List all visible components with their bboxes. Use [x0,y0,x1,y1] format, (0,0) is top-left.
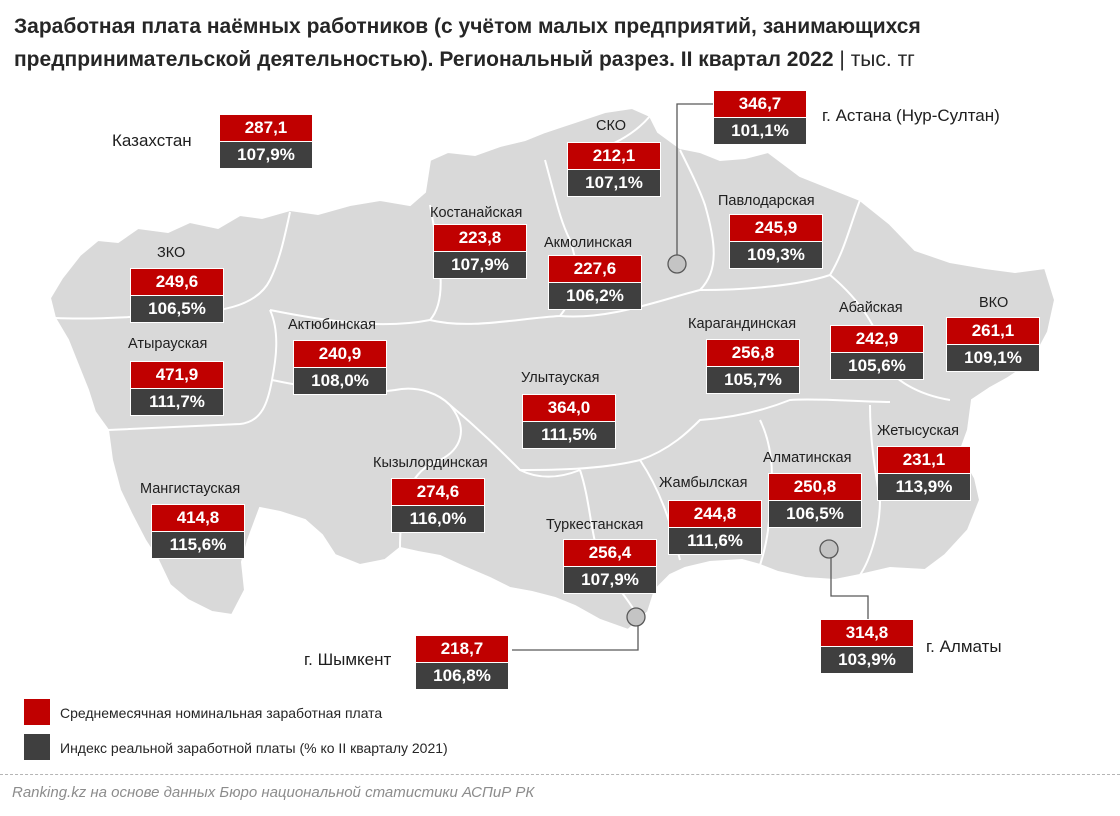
region-index-turkestan: 107,9% [563,567,657,594]
region-index-zhetysu: 113,9% [877,474,971,501]
astana-marker [667,254,687,274]
footer-divider [0,774,1120,775]
region-label-akmola: Акмолинская [544,235,633,251]
region-index-astana: 101,1% [713,118,807,145]
region-wage-aktobe: 240,9 [293,340,387,368]
region-label-mangystau: Мангистауская [140,481,241,497]
region-label-zhambyl: Жамбылская [659,475,748,491]
region-index-almaty-region: 106,5% [768,501,862,528]
region-box-almaty-region: 250,8 106,5% [768,473,862,528]
region-wage-abai: 242,9 [830,325,924,353]
title-unit: тыс. тг [850,48,915,71]
region-box-sko: 212,1 107,1% [567,142,661,197]
region-label-almaty-region: Алматинская [763,450,852,466]
region-box-almaty-city: 314,8 103,9% [820,619,914,674]
region-box-aktobe: 240,9 108,0% [293,340,387,395]
region-box-turkestan: 256,4 107,9% [563,539,657,594]
region-index-vko: 109,1% [946,345,1040,372]
region-index-mangystau: 115,6% [151,532,245,559]
region-wage-zhambyl: 244,8 [668,500,762,528]
title-separator: | [839,48,845,71]
region-label-zko: ЗКО [157,245,186,261]
region-wage-mangystau: 414,8 [151,504,245,532]
region-index-sko: 107,1% [567,170,661,197]
region-label-atyrau: Атырауская [128,336,208,352]
region-wage-zhetysu: 231,1 [877,446,971,474]
page-title: Заработная плата наёмных работников (с у… [14,10,1104,76]
kazakhstan-label: Казахстан [112,131,192,150]
region-index-shymkent: 106,8% [415,663,509,690]
region-index-zhambyl: 111,6% [668,528,762,555]
region-box-abai: 242,9 105,6% [830,325,924,380]
region-index-atyrau: 111,7% [130,389,224,416]
region-wage-karaganda: 256,8 [706,339,800,367]
source-note: Ranking.kz на основе данных Бюро национа… [12,784,535,801]
region-index-karaganda: 105,7% [706,367,800,394]
region-wage-shymkent: 218,7 [415,635,509,663]
region-index-ulytau: 111,5% [522,422,616,449]
region-box-akmola: 227,6 106,2% [548,255,642,310]
region-label-pavlodar: Павлодарская [718,193,815,209]
region-wage-vko: 261,1 [946,317,1040,345]
region-wage-kyzylorda: 274,6 [391,478,485,506]
region-label-vko: ВКО [979,295,1009,311]
region-borders [54,115,951,621]
region-wage-kostanay: 223,8 [433,224,527,252]
region-label-almaty-city: г. Алматы [926,637,1002,656]
kazakhstan-wage: 287,1 [219,114,313,142]
legend-index-swatch [24,734,50,760]
region-wage-zko: 249,6 [130,268,224,296]
region-box-pavlodar: 245,9 109,3% [729,214,823,269]
region-box-zko: 249,6 106,5% [130,268,224,323]
region-wage-astana: 346,7 [713,90,807,118]
region-label-abai: Абайская [839,300,903,316]
shymkent-marker [626,607,646,627]
region-label-ulytau: Улытауская [521,370,600,386]
region-box-kostanay: 223,8 107,9% [433,224,527,279]
region-wage-sko: 212,1 [567,142,661,170]
region-label-aktobe: Актюбинская [288,317,376,333]
legend-wage-label: Среднемесячная номинальная заработная пл… [60,705,383,721]
region-index-zko: 106,5% [130,296,224,323]
region-box-shymkent: 218,7 106,8% [415,635,509,690]
region-box-mangystau: 414,8 115,6% [151,504,245,559]
region-box-atyrau: 471,9 111,7% [130,361,224,416]
almaty-marker [819,539,839,559]
region-wage-pavlodar: 245,9 [729,214,823,242]
region-box-zhambyl: 244,8 111,6% [668,500,762,555]
leader-lines [512,103,869,651]
region-label-zhetysu: Жетысуская [877,423,960,439]
region-box-kyzylorda: 274,6 116,0% [391,478,485,533]
region-index-aktobe: 108,0% [293,368,387,395]
region-index-almaty-city: 103,9% [820,647,914,674]
region-index-pavlodar: 109,3% [729,242,823,269]
region-index-kyzylorda: 116,0% [391,506,485,533]
region-box-karaganda: 256,8 105,7% [706,339,800,394]
region-label-astana: г. Астана (Нур-Султан) [822,106,1000,125]
region-box-zhetysu: 231,1 113,9% [877,446,971,501]
legend-wage-swatch [24,699,50,725]
region-label-kyzylorda: Кызылординская [373,455,488,471]
region-label-sko: СКО [596,118,627,134]
region-index-kostanay: 107,9% [433,252,527,279]
region-wage-atyrau: 471,9 [130,361,224,389]
kazakhstan-value-box: 287,1 107,9% [219,114,313,169]
region-label-shymkent: г. Шымкент [304,650,392,669]
region-label-turkestan: Туркестанская [546,517,644,533]
region-index-abai: 105,6% [830,353,924,380]
region-wage-akmola: 227,6 [548,255,642,283]
region-wage-almaty-region: 250,8 [768,473,862,501]
legend-index-label: Индекс реальной заработной платы (% ко I… [60,740,448,756]
region-box-vko: 261,1 109,1% [946,317,1040,372]
region-wage-almaty-city: 314,8 [820,619,914,647]
region-wage-turkestan: 256,4 [563,539,657,567]
title-text: Заработная плата наёмных работников (с у… [14,15,921,71]
region-box-ulytau: 364,0 111,5% [522,394,616,449]
region-label-karaganda: Карагандинская [688,316,797,332]
region-wage-ulytau: 364,0 [522,394,616,422]
kazakhstan-index: 107,9% [219,142,313,169]
region-label-kostanay: Костанайская [430,205,523,221]
region-index-akmola: 106,2% [548,283,642,310]
region-box-astana: 346,7 101,1% [713,90,807,145]
